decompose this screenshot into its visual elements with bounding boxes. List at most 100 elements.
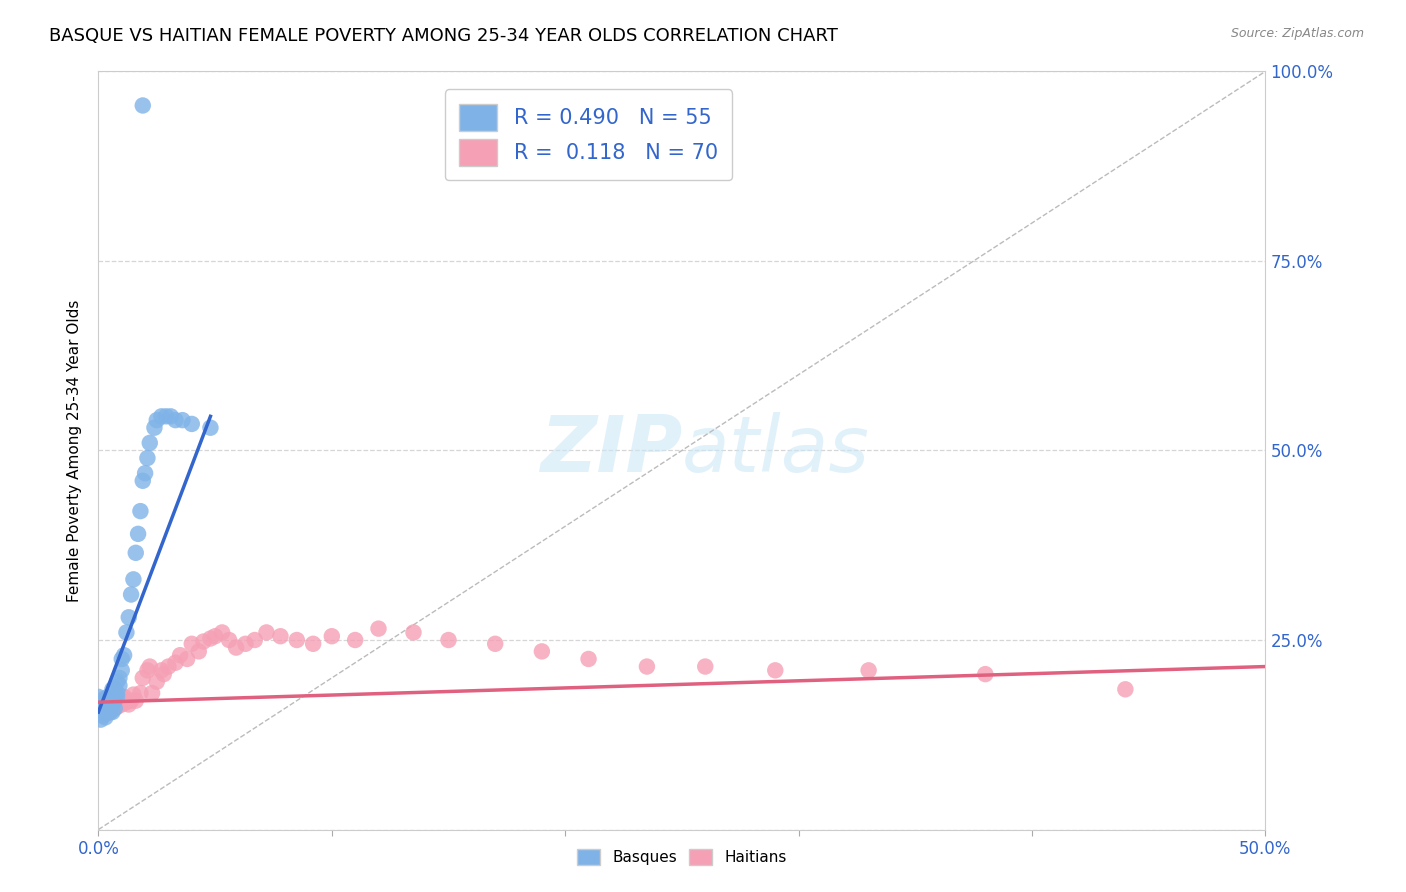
Point xyxy=(269,629,291,643)
Point xyxy=(101,698,124,712)
Point xyxy=(285,633,308,648)
Point xyxy=(150,409,173,424)
Point xyxy=(104,690,127,704)
Point xyxy=(97,698,120,713)
Point xyxy=(139,436,162,450)
Point xyxy=(169,648,191,662)
Point xyxy=(139,659,162,673)
Point xyxy=(636,659,658,673)
Point xyxy=(97,690,120,704)
Point xyxy=(172,413,194,427)
Text: Source: ZipAtlas.com: Source: ZipAtlas.com xyxy=(1230,27,1364,40)
Point xyxy=(91,695,114,709)
Point xyxy=(218,633,240,648)
Point xyxy=(91,695,114,709)
Point xyxy=(90,698,112,712)
Point xyxy=(87,690,110,704)
Point xyxy=(211,625,233,640)
Point xyxy=(122,688,145,702)
Point xyxy=(120,694,142,708)
Point xyxy=(129,686,152,700)
Point xyxy=(143,421,166,435)
Text: ZIP: ZIP xyxy=(540,412,682,489)
Point xyxy=(157,659,180,673)
Point xyxy=(159,409,181,424)
Point xyxy=(127,526,149,541)
Point xyxy=(111,690,134,704)
Point xyxy=(91,694,114,708)
Point xyxy=(91,701,114,715)
Point xyxy=(187,644,209,658)
Point xyxy=(98,698,121,712)
Point xyxy=(146,674,169,689)
Point xyxy=(94,694,117,708)
Point xyxy=(108,678,131,692)
Point xyxy=(97,703,120,717)
Point xyxy=(256,625,278,640)
Point xyxy=(104,682,127,697)
Point xyxy=(115,695,138,709)
Point xyxy=(97,694,120,708)
Point xyxy=(112,690,135,704)
Point xyxy=(530,644,553,658)
Point xyxy=(98,701,121,715)
Point xyxy=(1114,682,1136,697)
Point xyxy=(200,632,222,646)
Point xyxy=(302,637,325,651)
Point xyxy=(235,637,257,651)
Point xyxy=(225,640,247,655)
Point xyxy=(243,633,266,648)
Point xyxy=(90,713,112,727)
Point xyxy=(176,652,198,666)
Point xyxy=(94,698,117,712)
Point xyxy=(193,634,215,648)
Point xyxy=(91,708,114,723)
Point xyxy=(101,703,124,717)
Point xyxy=(94,694,117,708)
Point xyxy=(136,664,159,678)
Point xyxy=(695,659,717,673)
Point xyxy=(111,652,134,666)
Point xyxy=(90,694,112,708)
Point xyxy=(367,622,389,636)
Point xyxy=(98,705,121,719)
Point xyxy=(155,409,177,424)
Point xyxy=(125,546,148,560)
Point xyxy=(132,98,155,112)
Point xyxy=(101,695,124,709)
Text: BASQUE VS HAITIAN FEMALE POVERTY AMONG 25-34 YEAR OLDS CORRELATION CHART: BASQUE VS HAITIAN FEMALE POVERTY AMONG 2… xyxy=(49,27,838,45)
Point xyxy=(129,504,152,518)
Point xyxy=(101,705,124,719)
Point xyxy=(125,694,148,708)
Point xyxy=(90,705,112,719)
Legend: Basques, Haitians: Basques, Haitians xyxy=(571,843,793,871)
Point xyxy=(94,707,117,722)
Point xyxy=(94,701,117,715)
Point xyxy=(104,701,127,715)
Point xyxy=(94,703,117,717)
Point xyxy=(146,413,169,427)
Point xyxy=(98,698,121,712)
Point xyxy=(321,629,343,643)
Point xyxy=(101,690,124,704)
Point xyxy=(105,699,128,714)
Y-axis label: Female Poverty Among 25-34 Year Olds: Female Poverty Among 25-34 Year Olds xyxy=(67,300,83,601)
Point xyxy=(141,686,163,700)
Point xyxy=(120,588,142,602)
Point xyxy=(115,625,138,640)
Point xyxy=(402,625,425,640)
Point xyxy=(132,474,155,488)
Point xyxy=(104,694,127,708)
Point xyxy=(134,467,156,481)
Point xyxy=(122,573,145,587)
Point xyxy=(763,664,786,678)
Point xyxy=(974,667,997,681)
Point xyxy=(858,664,880,678)
Point xyxy=(118,610,141,624)
Point xyxy=(91,692,114,706)
Point xyxy=(98,692,121,706)
Point xyxy=(484,637,506,651)
Point xyxy=(152,667,174,681)
Point xyxy=(111,698,134,712)
Point xyxy=(118,698,141,712)
